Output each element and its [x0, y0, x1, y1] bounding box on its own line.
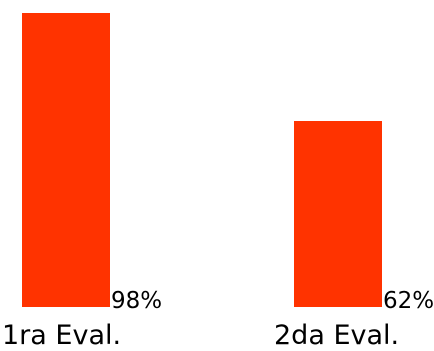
category-label-1: 1ra Eval. [2, 320, 121, 351]
category-label-2: 2da Eval. [274, 320, 399, 351]
bar-1 [22, 13, 110, 307]
bar-2 [294, 121, 382, 307]
data-label-1: 98% [111, 288, 162, 314]
data-label-2: 62% [383, 288, 434, 314]
